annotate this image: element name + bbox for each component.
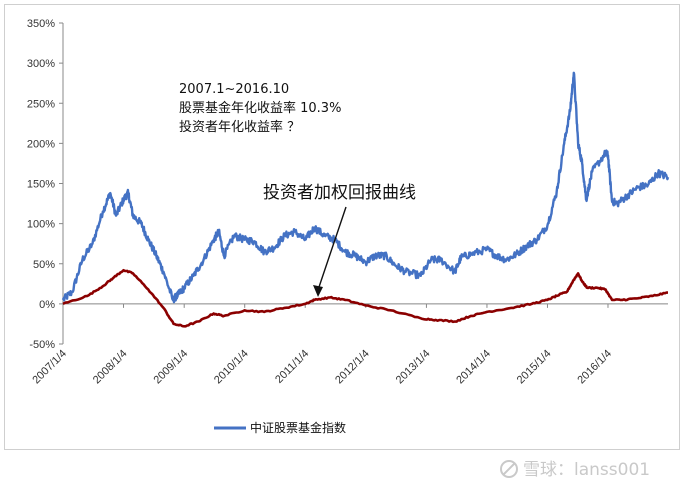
y-tick-label: 150%	[27, 179, 55, 191]
chart-frame	[4, 4, 680, 450]
x-tick-label: 2011/1/4	[273, 348, 311, 386]
x-tick-label: 2013/1/4	[394, 348, 433, 387]
y-tick-label: 350%	[27, 18, 55, 30]
annotation-fund-return: 股票基金年化收益率 10.3%	[179, 100, 341, 116]
watermark-text: 雪球：lanss001	[523, 460, 650, 480]
annotation-arrow-head	[313, 285, 323, 297]
y-tick-label: 100%	[27, 219, 55, 231]
annotation-period: 2007.1~2016.10	[179, 82, 289, 97]
y-axis: 350% 300% 250% 200% 150% 100% 50% 0% -50%	[27, 18, 64, 351]
x-tick-label: 2010/1/4	[212, 348, 251, 387]
x-tick-label: 2015/1/4	[515, 348, 554, 387]
x-tick-label: 2007/1/4	[30, 348, 69, 387]
x-tick-label: 2008/1/4	[91, 348, 130, 387]
y-tick-label: 300%	[27, 58, 55, 70]
annotation-weighted-label: 投资者加权回报曲线	[263, 183, 416, 203]
annotation-arrow	[317, 206, 347, 291]
y-tick-label: 0%	[39, 299, 55, 311]
x-tick-label: 2012/1/4	[333, 348, 372, 387]
series-line-fund-index	[61, 71, 670, 304]
annotation-investor-return: 投资者年化收益率 ？	[179, 119, 300, 135]
legend-label: 中证股票基金指数	[250, 420, 346, 435]
y-tick-label: -50%	[29, 339, 55, 351]
x-axis: 2007/1/4 2008/1/4 2009/1/4 2010/1/4 2011/1/4…	[30, 303, 668, 387]
x-tick-label: 2009/1/4	[152, 348, 191, 387]
y-tick-label: 250%	[27, 98, 55, 110]
watermark-logo	[500, 460, 518, 478]
y-tick-label: 200%	[27, 138, 55, 150]
series-line-investor-weighted	[62, 268, 668, 328]
x-tick-label: 2016/1/4	[575, 348, 614, 387]
series-layer	[61, 71, 670, 328]
x-tick-label: 2014/1/4	[454, 348, 493, 387]
y-tick-label: 50%	[33, 259, 55, 271]
